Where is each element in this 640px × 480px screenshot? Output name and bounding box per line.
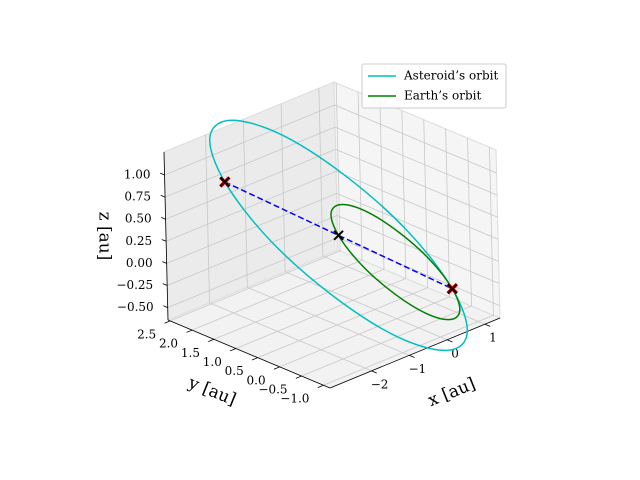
z-tick-label: −0.25 (116, 278, 153, 292)
marker (219, 176, 231, 188)
grid-line (335, 82, 341, 251)
tick-mark (162, 261, 167, 264)
tick-mark (160, 194, 166, 198)
x-tick-label: −2 (371, 377, 389, 391)
y-tick-label: 1.0 (203, 355, 222, 369)
z-tick-label: 0.50 (125, 212, 152, 226)
x-tick-label: −1 (408, 362, 426, 376)
y-tick-label: −0.5 (258, 383, 287, 397)
axis-line (329, 317, 501, 389)
y-tick-label: 0.0 (247, 373, 266, 387)
side-pane (333, 81, 501, 319)
x-axis-label: x [au] (425, 374, 478, 411)
tick-mark (186, 329, 193, 333)
grid-line (337, 237, 500, 306)
grid-line (242, 119, 248, 288)
y-axis-label: y [au] (185, 373, 239, 410)
grid-line (318, 88, 324, 257)
tick-mark (161, 239, 167, 242)
z-axis-label: z [au] (95, 212, 115, 261)
grid-line (213, 268, 385, 340)
grid-line (284, 271, 448, 341)
y-tick-label: −1.0 (280, 392, 309, 406)
tick-mark (409, 354, 415, 358)
z-tick-label: −0.50 (117, 300, 154, 314)
grid-line (279, 296, 450, 368)
y-tick-label: 1.5 (181, 346, 200, 360)
axis-line (167, 319, 331, 389)
legend-label: Asteroid’s orbit (403, 69, 498, 83)
grid-line (335, 170, 499, 240)
x-tick-label: 0 (451, 346, 459, 360)
tick-mark (371, 370, 377, 374)
tick-mark (317, 384, 324, 388)
grid-line (209, 302, 372, 372)
grid-line (235, 278, 407, 349)
z-tick-label: 1.00 (124, 167, 151, 181)
tick-mark (163, 305, 168, 308)
tick-mark (273, 366, 280, 370)
tick-mark (208, 338, 215, 343)
grid-line (164, 104, 335, 176)
grid-line (280, 103, 286, 272)
y-tick-label: 2.0 (159, 337, 178, 351)
legend-box (361, 63, 507, 109)
series-line (224, 181, 453, 290)
grid-line (337, 215, 500, 284)
tick-mark (446, 339, 453, 343)
grid-line (335, 148, 498, 218)
grid-line (489, 147, 494, 316)
tick-mark (160, 172, 165, 176)
grid-line (423, 119, 429, 288)
grid-line (191, 259, 363, 331)
z-tick-label: 0.25 (125, 234, 152, 248)
z-tick-label: 0.00 (126, 256, 153, 270)
grid-line (166, 193, 337, 264)
tick-mark (230, 348, 237, 352)
tick-mark (484, 323, 491, 327)
grid-line (257, 287, 428, 359)
grid-line (167, 237, 338, 308)
axis-line (163, 151, 169, 321)
grid-line (322, 255, 486, 325)
grid-line (334, 126, 498, 196)
x-tick-label: 1 (489, 331, 497, 345)
tick-mark (251, 357, 258, 361)
grid-line (323, 314, 494, 386)
grid-line (205, 134, 210, 303)
z-tick-label: 0.75 (124, 190, 151, 204)
tick-mark (295, 375, 302, 379)
grid-line (170, 250, 341, 322)
y-tick-label: 2.5 (137, 327, 156, 341)
grid-line (445, 128, 451, 297)
y-tick-label: 0.5 (225, 364, 244, 378)
tick-mark (164, 320, 171, 324)
grid-line (401, 110, 407, 279)
grid-line (334, 104, 497, 174)
tick-mark (161, 216, 166, 220)
legend-label: Earth’s orbit (404, 89, 481, 103)
grid-line (167, 215, 338, 286)
grid-line (165, 170, 337, 242)
grid-line (301, 305, 472, 377)
grid-line (165, 148, 336, 220)
tick-mark (162, 283, 168, 286)
marker (447, 283, 458, 294)
grid-line (336, 193, 499, 262)
grid-line (467, 138, 472, 307)
grid-line (379, 101, 385, 270)
grid-line (247, 286, 410, 356)
grid-line (164, 126, 336, 198)
grid-line (357, 92, 363, 261)
marker (333, 230, 344, 241)
